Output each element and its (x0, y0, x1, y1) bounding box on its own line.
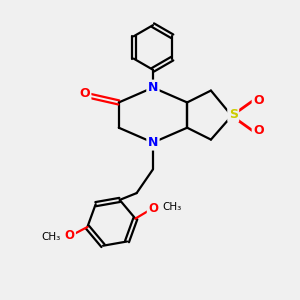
Text: N: N (148, 81, 158, 94)
Text: O: O (253, 124, 264, 137)
Text: N: N (148, 136, 158, 149)
Text: O: O (79, 87, 90, 100)
Text: O: O (253, 94, 264, 107)
Text: O: O (64, 230, 74, 242)
Text: O: O (148, 202, 158, 215)
Text: CH₃: CH₃ (41, 232, 61, 242)
Text: CH₃: CH₃ (162, 202, 181, 212)
Text: S: S (229, 108, 238, 121)
